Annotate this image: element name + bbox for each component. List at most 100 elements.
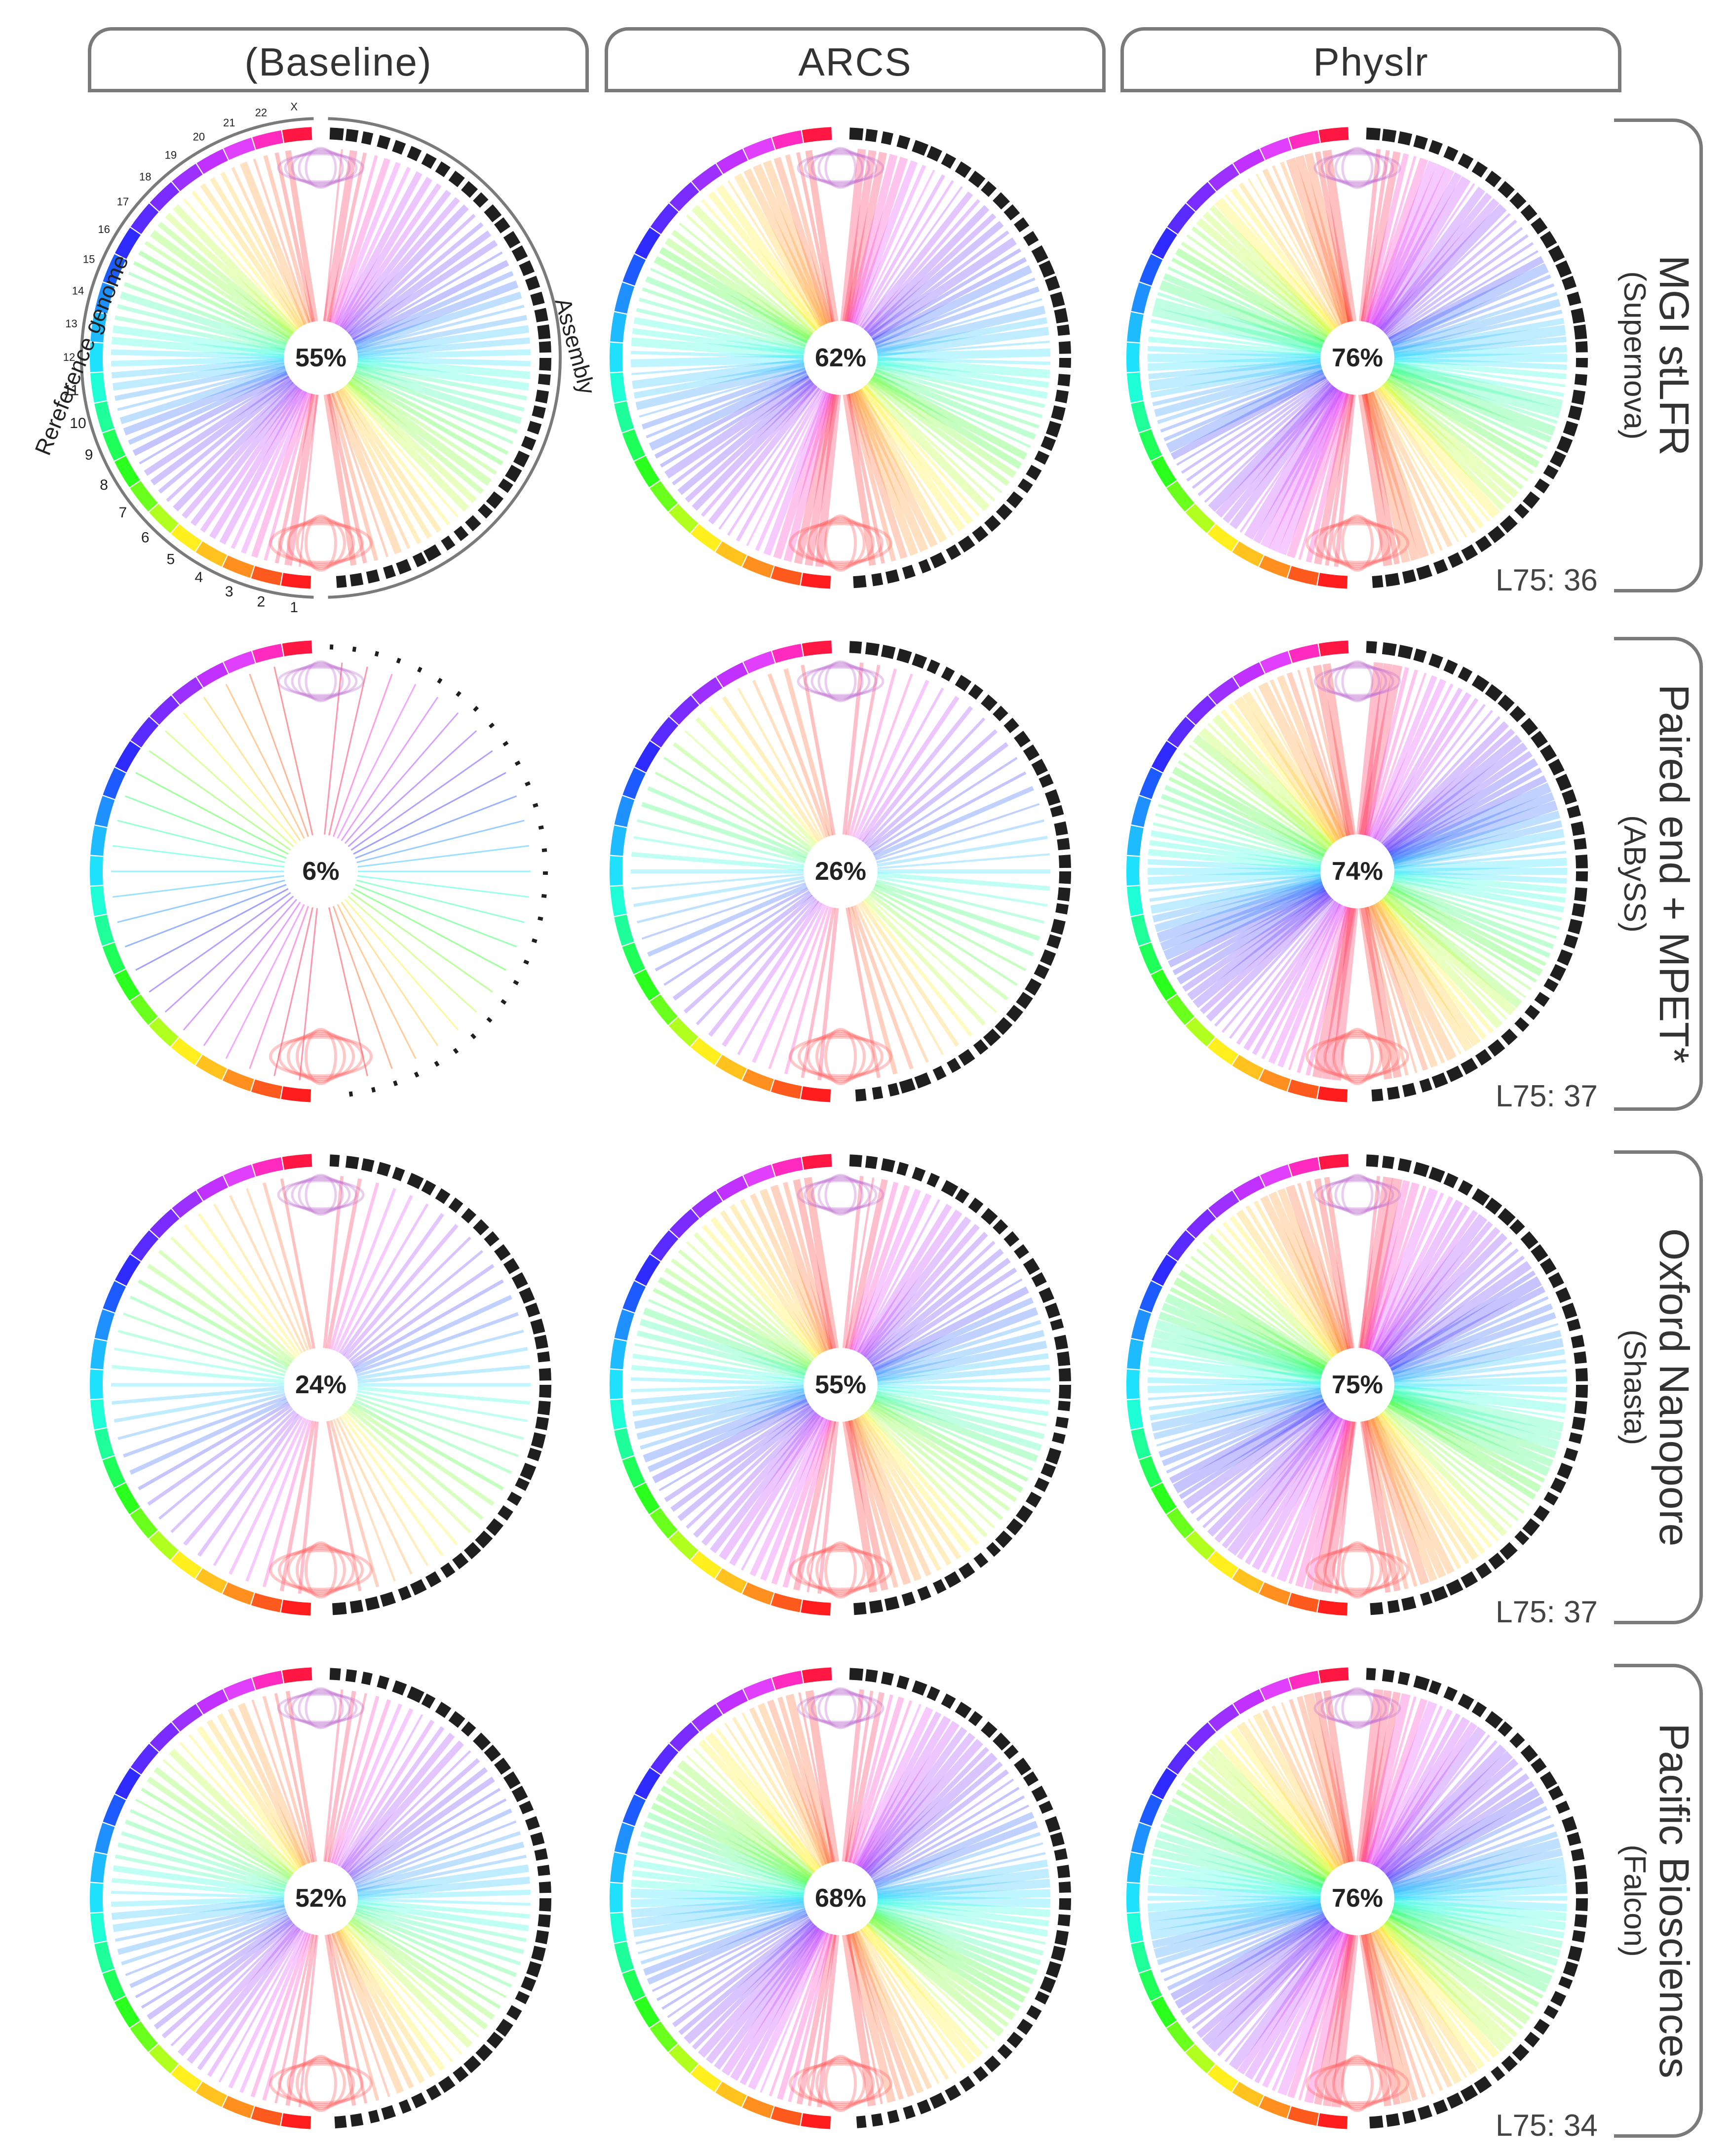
assembly-block xyxy=(535,1416,549,1431)
bottom-loop xyxy=(1314,520,1400,566)
chromosome-arc xyxy=(115,741,141,773)
chromosome-arc xyxy=(1139,429,1162,461)
assembly-block xyxy=(1461,1058,1478,1075)
assembly-block xyxy=(426,2084,442,2101)
assembly-block xyxy=(440,1562,456,1578)
chromosome-arc xyxy=(251,1593,282,1612)
assembly-block xyxy=(1013,731,1031,748)
assembly-block xyxy=(1509,1219,1525,1235)
chromosome-arc xyxy=(770,566,802,586)
chromosome-arc xyxy=(716,1176,748,1201)
chromosome-arc xyxy=(130,1744,159,1775)
assembly-block xyxy=(1370,1602,1384,1615)
chromosome-arc xyxy=(650,481,678,512)
bottom-loop xyxy=(296,1543,346,1597)
top-loop xyxy=(284,151,358,185)
assembly-block xyxy=(477,504,493,519)
chromosome-arc xyxy=(172,1190,203,1218)
chromosome-arc xyxy=(802,1154,832,1170)
chromosome-label: 4 xyxy=(195,569,203,586)
assembly-block xyxy=(1488,1552,1505,1570)
assembly-block xyxy=(1548,1272,1564,1289)
assembly-block xyxy=(887,2110,900,2124)
assembly-block xyxy=(958,1562,975,1579)
assembly-block xyxy=(1003,1744,1019,1760)
chromosome-arc xyxy=(1232,2081,1264,2107)
assembly-block xyxy=(1497,1208,1516,1226)
chromosome-arc xyxy=(716,149,748,174)
assembly-block xyxy=(1446,2092,1463,2109)
assembly-block xyxy=(1576,1898,1588,1911)
assembly-block xyxy=(896,1162,909,1176)
top-loop xyxy=(1313,1693,1401,1724)
top-loop xyxy=(804,151,878,185)
assembly-block xyxy=(1556,435,1573,453)
assembly-block xyxy=(1574,1401,1587,1414)
chromosome-arc xyxy=(1233,149,1265,174)
chromosome-arc xyxy=(150,1209,180,1239)
chromosome-arc xyxy=(222,2095,254,2118)
top-loop xyxy=(1327,150,1387,186)
chromosome-arc xyxy=(743,1164,775,1187)
assembly-block xyxy=(1397,131,1413,146)
chromosome-label: 19 xyxy=(165,149,177,161)
completeness-percent: 55% xyxy=(804,1348,878,1422)
bottom-loop xyxy=(296,516,346,570)
assembly-block xyxy=(1054,1334,1068,1350)
top-loop xyxy=(1320,1178,1394,1212)
chromosome-arc xyxy=(149,504,179,533)
assembly-block xyxy=(1431,1586,1448,1602)
assembly-block xyxy=(525,1816,540,1831)
assembly-block xyxy=(534,308,548,322)
assembly-block xyxy=(1040,435,1056,451)
assembly-block xyxy=(421,1693,436,1709)
assembly-block xyxy=(1003,204,1020,221)
assembly-block xyxy=(1475,535,1492,552)
assembly-block xyxy=(959,2076,975,2092)
bottom-loop xyxy=(287,1032,355,1081)
assembly-block xyxy=(1025,978,1042,996)
bottom-loop xyxy=(1314,1547,1400,1593)
top-loop xyxy=(298,148,344,188)
chromosome-arc xyxy=(1289,1670,1320,1690)
chromosome-arc xyxy=(1318,1667,1349,1684)
chromosome-label: 11 xyxy=(64,383,79,399)
chromosome-arc xyxy=(102,1969,126,2001)
assembly-block xyxy=(1054,1848,1068,1861)
assembly-block xyxy=(1045,421,1062,438)
chromosome-arc xyxy=(610,1339,627,1370)
assembly-block xyxy=(968,170,986,188)
assembly-block xyxy=(535,390,549,404)
chromosome-arc xyxy=(692,1704,723,1732)
chromosome-arc xyxy=(1127,1913,1144,1943)
bottom-loop xyxy=(807,2059,875,2108)
chromosome-arc xyxy=(1289,1157,1320,1176)
chromosome-arc xyxy=(94,1941,115,1973)
assembly-block xyxy=(1003,1231,1020,1247)
top-loop xyxy=(1320,151,1394,185)
assembly-block xyxy=(1446,1579,1463,1596)
assembly-block xyxy=(1386,2113,1400,2127)
chromosome-arc xyxy=(614,282,635,314)
chromosome-label: X xyxy=(290,101,298,113)
assembly-block xyxy=(368,2110,380,2123)
chromosome-arc xyxy=(1185,2044,1215,2074)
top-loop xyxy=(804,1691,878,1725)
chromosome-arc xyxy=(668,1017,698,1047)
top-loop xyxy=(1334,1175,1381,1215)
assembly-block xyxy=(461,181,478,198)
assembly-block xyxy=(407,1686,424,1703)
chromosome-arc xyxy=(252,1670,284,1690)
assembly-block xyxy=(995,1530,1013,1548)
chromosome-arc xyxy=(1318,127,1349,143)
chromosome-arc xyxy=(610,825,627,856)
assembly-block xyxy=(486,2032,504,2049)
chromosome-arc xyxy=(802,1667,832,1684)
assembly-block xyxy=(1040,949,1056,966)
assembly-block xyxy=(1035,1991,1050,2005)
chromosome-label: 3 xyxy=(225,584,233,600)
assembly-block xyxy=(515,1477,530,1491)
chromosome-arc xyxy=(634,969,660,1001)
assembly-block xyxy=(377,135,391,150)
assembly-block xyxy=(1520,204,1538,222)
